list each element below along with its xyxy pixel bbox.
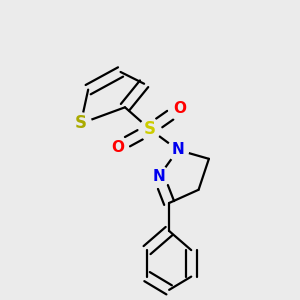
Circle shape (169, 98, 190, 119)
Text: N: N (152, 169, 165, 184)
Circle shape (167, 140, 189, 160)
Text: O: O (111, 140, 124, 154)
Circle shape (140, 119, 160, 140)
Text: N: N (172, 142, 184, 158)
Text: S: S (75, 115, 87, 133)
Circle shape (70, 113, 92, 134)
Circle shape (107, 136, 128, 158)
Text: O: O (173, 101, 186, 116)
Text: S: S (144, 120, 156, 138)
Circle shape (148, 166, 169, 187)
